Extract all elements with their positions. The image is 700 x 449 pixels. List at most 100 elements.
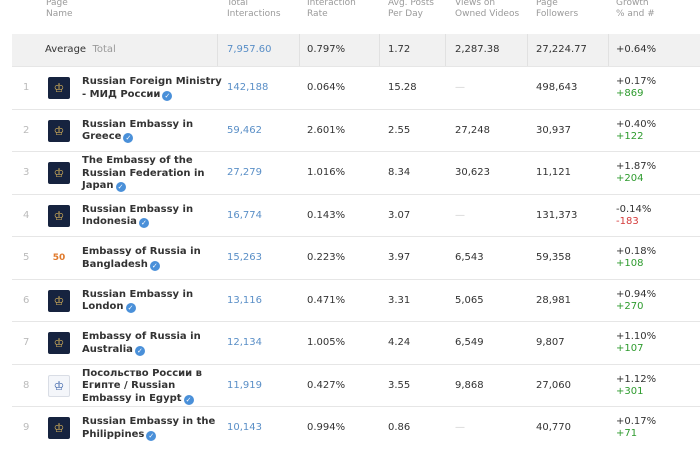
page-name[interactable]: Russian Embassy in Indonesia ✓ [82,204,222,229]
rank-number: 6 [23,294,30,306]
page-name[interactable]: Russian Foreign Ministry - МИД России ✓ [82,76,222,101]
page-name[interactable]: Russian Embassy in the Philippines ✓ [82,416,222,441]
verified-badge-icon: ✓ [125,303,136,313]
table-row: 7 ♔ Embassy of Russia in Australia ✓ 12,134 1.… [12,321,700,364]
table-row: 3 ♔ The Embassy of the Russian Federation i… [12,151,700,194]
interaction-rate: 0.471% [307,294,346,306]
interaction-rate: 0.427% [307,379,346,391]
average-interaction-rate: 0.797% [307,44,346,55]
page-name-line[interactable]: Russian Embassy in [82,203,194,215]
table-row: 2 ♔ Russian Embassy in Greece ✓ 59,462 2.601% 2… [12,108,700,152]
growth-number: +107 [616,343,644,354]
page-avatar[interactable]: 50 [48,247,70,269]
header-growth[interactable]: Growth% and # [616,0,655,19]
page-avatar[interactable]: ♔ [48,374,70,397]
verified-badge-icon: ✓ [134,345,145,356]
avg-posts-per-day: 8.34 [388,167,411,178]
page-name-line[interactable]: - МИД России [82,88,161,100]
growth-percent: +1.10% [616,331,657,342]
page-avatar[interactable]: ♔ [48,77,70,99]
page-name-line[interactable]: Египте / Russian [82,380,176,391]
header-page-followers[interactable]: Page Followers [536,0,579,19]
page-name[interactable]: Russian Embassy in London ✓ [82,289,222,314]
page-avatar[interactable]: ♔ [48,417,70,439]
page-name-line[interactable]: Bangladesh [82,258,148,270]
header-total-interactions[interactable]: Total Interactions [227,0,281,19]
verified-badge-icon: ✓ [146,430,157,441]
interaction-rate: 1.016% [307,167,346,178]
page-name-line[interactable]: Greece [82,131,122,142]
growth-percent: +0.94% [616,288,657,300]
page-name-line[interactable]: Russian Embassy in [82,118,194,130]
growth: +0.17% +71 [616,416,656,440]
page-name-line[interactable]: Russian Foreign Ministry [82,76,222,87]
page-name-line[interactable]: Embassy in Egypt [82,392,182,404]
total-interactions[interactable]: 142,188 [227,82,269,93]
header-views-owned-videos[interactable]: Views on Owned Videos [455,0,520,19]
rank-number: 7 [23,337,30,348]
page-name[interactable]: Embassy of Russia in Australia ✓ [82,331,222,356]
page-name-line[interactable]: London [82,301,124,312]
total-interactions[interactable]: 59,462 [227,124,262,136]
page-followers: 131,373 [536,209,578,221]
page-name-line[interactable]: Embassy of Russia in [82,331,201,342]
views-owned-videos: — [455,422,465,433]
page-name-line[interactable]: Philippines [82,428,145,440]
growth-percent: +0.18% [616,246,657,257]
table-row: 1 ♔ Russian Foreign Ministry - МИД России ✓ 1… [12,66,700,109]
total-interactions[interactable]: 11,919 [227,379,262,391]
rank-number: 3 [23,167,30,178]
page-name-line[interactable]: Embassy of Russia in [82,246,201,257]
average-row: Average Total 7,957.60 0.797% 1.72 2,287… [12,34,700,66]
table-row: 8 ♔ Посольство России в Египте / Russian Emb… [12,363,700,407]
total-interactions[interactable]: 13,116 [227,294,262,306]
views-owned-videos: 6,543 [455,252,484,263]
rank-number: 4 [23,209,30,221]
page-name-line[interactable]: Russian Federation in [82,167,205,179]
growth-percent: +0.17% [616,76,657,87]
page-name[interactable]: Посольство России в Египте / Russian Embas… [82,368,222,406]
page-name-line[interactable]: Посольство России в [82,367,202,379]
average-growth: +0.64% [616,44,657,55]
total-interactions[interactable]: 16,774 [227,209,262,221]
page-followers: 30,937 [536,124,571,136]
growth-percent: +1.87% [616,161,657,172]
avg-posts-per-day: 2.55 [388,124,411,136]
growth-number: +270 [616,300,644,312]
page-avatar[interactable]: ♔ [48,162,70,184]
avg-posts-per-day: 3.55 [388,379,411,391]
page-name-line[interactable]: Russian Embassy in the [82,416,216,427]
average-total-interactions[interactable]: 7,957.60 [227,44,272,55]
header-interaction-rate[interactable]: Interaction Rate [307,0,356,19]
page-name[interactable]: Russian Embassy in Greece ✓ [82,119,222,144]
header-page-name[interactable]: Page Name [46,0,73,19]
verified-badge-icon: ✓ [162,90,173,101]
page-name[interactable]: The Embassy of the Russian Federation in J… [82,155,222,193]
total-interactions[interactable]: 10,143 [227,422,262,433]
rank-number: 1 [23,82,30,93]
page-avatar[interactable]: ♔ [48,332,70,354]
page-avatar[interactable]: ♔ [48,289,70,312]
total-interactions[interactable]: 27,279 [227,167,262,178]
total-interactions[interactable]: 15,263 [227,252,262,263]
avg-posts-per-day: 15.28 [388,82,417,93]
page-avatar[interactable]: ♔ [48,119,70,142]
interaction-rate: 0.143% [307,209,346,221]
page-followers: 11,121 [536,167,571,178]
eagle-emblem-icon: ♔ [53,208,65,223]
growth: +1.87% +204 [616,161,656,185]
growth-number: +204 [616,173,644,184]
page-name[interactable]: Embassy of Russia in Bangladesh ✓ [82,246,222,271]
avg-posts-per-day: 3.97 [388,252,411,263]
page-name-line[interactable]: The Embassy of the [82,155,193,166]
page-name-line[interactable]: Australia [82,343,133,355]
page-followers: 59,358 [536,252,571,263]
page-name-line[interactable]: Indonesia [82,216,137,227]
interaction-rate: 1.005% [307,337,346,348]
growth: -0.14% -183 [616,204,651,228]
total-interactions[interactable]: 12,134 [227,337,262,348]
page-avatar[interactable]: ♔ [48,204,70,227]
page-name-line[interactable]: Japan [82,180,114,191]
page-name-line[interactable]: Russian Embassy in [82,288,194,300]
header-avg-posts[interactable]: Avg. Posts Per Day [388,0,434,19]
